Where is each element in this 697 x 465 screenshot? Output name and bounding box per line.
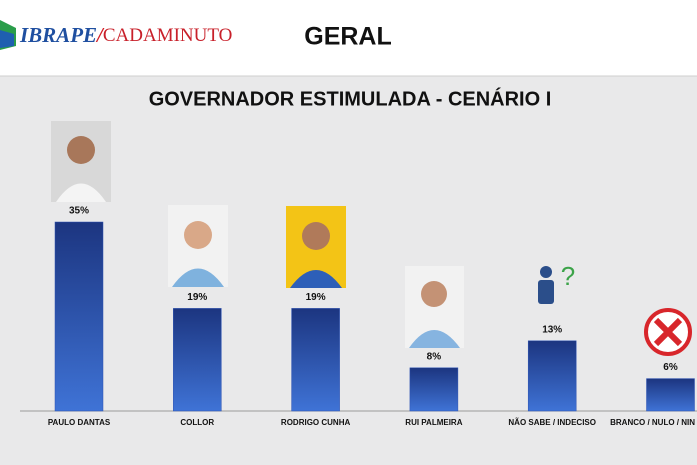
value-label: 19%: [306, 292, 326, 303]
svg-text:?: ?: [561, 261, 575, 291]
bar: [527, 340, 577, 412]
photo: [405, 266, 464, 348]
chart-title: GOVERNADOR ESTIMULADA - CENÁRIO I: [149, 87, 552, 110]
value-label: 13%: [542, 324, 562, 335]
bar: [646, 378, 695, 412]
logo-part: IBRAPE: [19, 23, 97, 47]
x-tick-label: BRANCO / NULO / NIN: [610, 418, 695, 427]
value-label: 19%: [187, 292, 207, 303]
logo-text: IBRAPE/CADAMINUTO: [19, 23, 232, 47]
bar: [291, 308, 340, 412]
value-label: 8%: [427, 351, 442, 362]
photo: [51, 121, 111, 202]
photo: [168, 205, 228, 287]
logo-part: CADAMINUTO: [103, 25, 232, 46]
panel: [0, 76, 697, 465]
indeciso-icon: ?: [538, 261, 575, 304]
x-tick-label: RODRIGO CUNHA: [281, 418, 351, 427]
value-label: 6%: [663, 362, 678, 373]
header-bg: [0, 0, 697, 76]
x-tick-label: RUI PALMEIRA: [405, 418, 462, 427]
bar: [173, 308, 222, 412]
bar: [409, 367, 459, 412]
photo: [286, 206, 346, 288]
header-title: GERAL: [304, 23, 392, 51]
x-tick-label: NÃO SABE / INDECISO: [508, 418, 596, 427]
x-tick-label: COLLOR: [180, 418, 214, 427]
value-label: 35%: [69, 206, 89, 217]
logo-part: /: [95, 23, 105, 47]
logo: IBRAPE/CADAMINUTO: [0, 20, 232, 50]
bar: [54, 221, 104, 412]
null-icon: [644, 308, 692, 356]
x-tick-label: PAULO DANTAS: [48, 418, 111, 427]
